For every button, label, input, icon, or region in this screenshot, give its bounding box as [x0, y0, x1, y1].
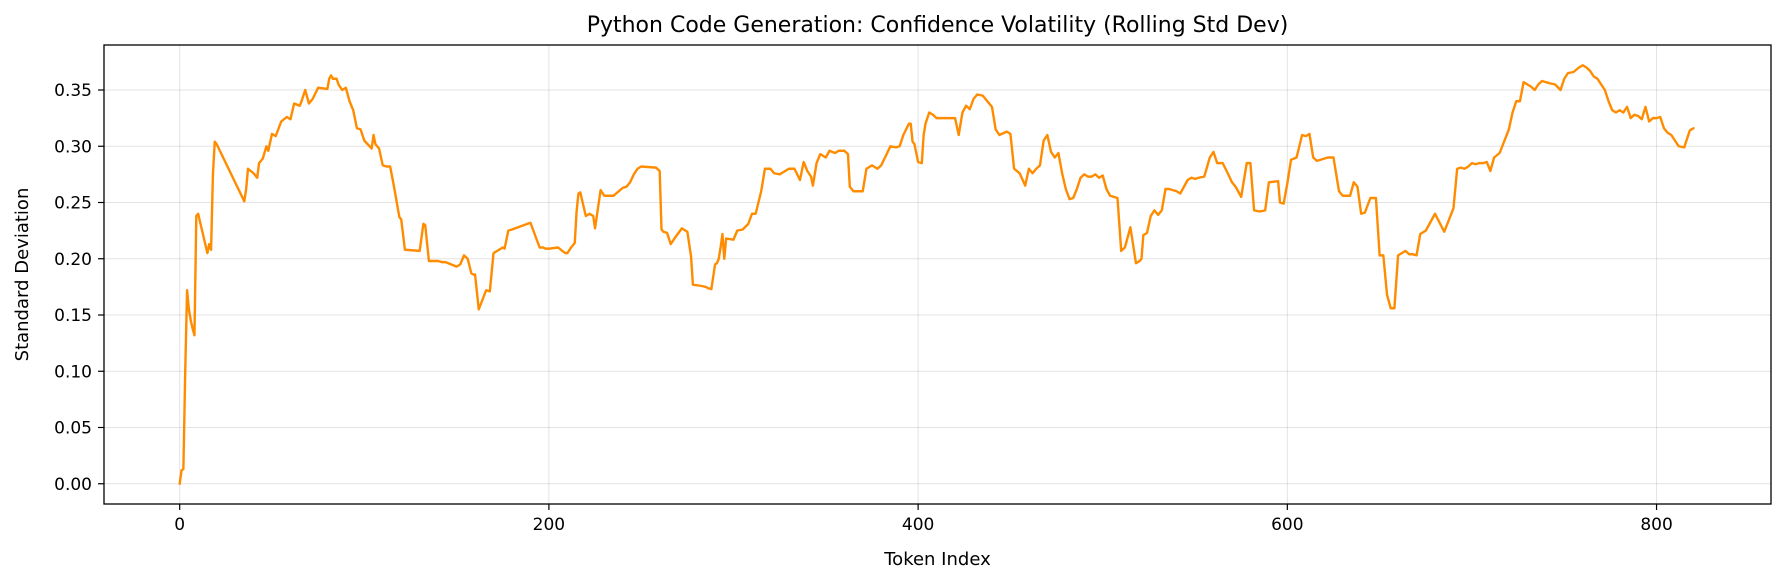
- axis-ticks: 0 200 400 600 800 0.00 0.05 0.10 0.15 0.20 0.25 0.3…: [54, 81, 1673, 535]
- y-tick-label: 0.25: [54, 194, 92, 214]
- x-axis-label: Token Index: [883, 549, 991, 570]
- series-line: [178, 64, 1695, 485]
- chart-title: Python Code Generation: Confidence Volat…: [587, 13, 1289, 38]
- x-tick-label: 200: [533, 515, 565, 535]
- y-tick-label: 0.35: [54, 81, 92, 101]
- grid-lines: [104, 45, 1771, 504]
- x-tick-label: 600: [1271, 515, 1303, 535]
- plot-frame: [103, 44, 1772, 505]
- x-tick-label: 0: [174, 515, 185, 535]
- y-tick-label: 0.30: [54, 137, 92, 157]
- y-tick-label: 0.20: [54, 250, 92, 270]
- series-layer: [178, 64, 1695, 485]
- y-tick-label: 0.00: [54, 475, 92, 495]
- y-tick-label: 0.15: [54, 306, 92, 326]
- y-tick-label: 0.05: [54, 419, 92, 439]
- y-tick-label: 0.10: [54, 362, 92, 382]
- y-axis-label: Standard Deviation: [12, 188, 33, 362]
- x-tick-label: 400: [902, 515, 934, 535]
- x-tick-label: 800: [1640, 515, 1672, 535]
